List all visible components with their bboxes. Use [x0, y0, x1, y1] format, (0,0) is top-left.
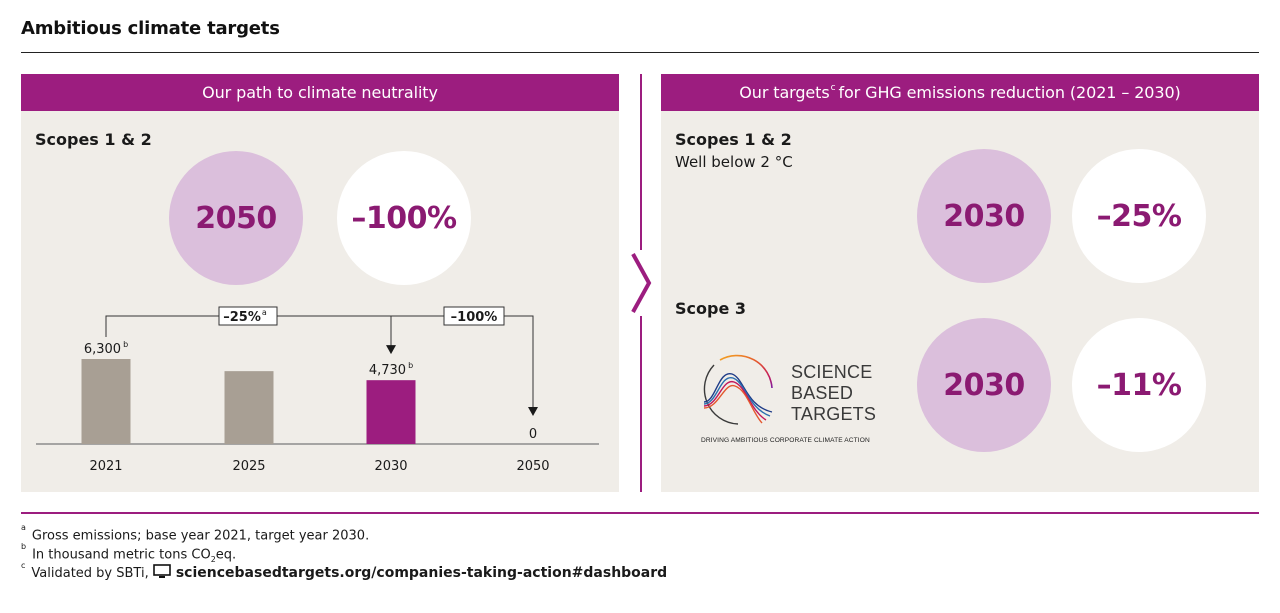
x-tick-2050: 2050	[516, 459, 549, 474]
footnote-a-marker: a	[21, 523, 26, 532]
annotation-label-1: –100%	[451, 310, 498, 325]
bar-2025	[224, 371, 274, 444]
footnote-a: a Gross emissions; base year 2021, target…	[21, 523, 370, 544]
scope3-label: Scope 3	[675, 299, 747, 318]
page-title: Ambitious climate targets	[21, 18, 280, 39]
monitor-icon	[153, 564, 171, 578]
annotation-arrowhead-2050	[528, 407, 538, 416]
sbti-dashboard-link[interactable]: sciencebasedtargets.org/companies-taking…	[175, 565, 668, 581]
right-panel-header: Our targets c for GHG emissions reduction …	[661, 74, 1259, 111]
scope3-value-text: –11%	[1096, 367, 1182, 403]
scopes12-value-text: –25%	[1096, 198, 1182, 234]
annotation-label-0: –25%a	[223, 308, 267, 325]
left-year-circle: 2050	[169, 151, 303, 285]
scopes12-year-text: 2030	[943, 198, 1025, 234]
left-value-circle-text: –100%	[351, 200, 457, 236]
value-label-2021: 6,300 b	[84, 340, 128, 357]
sbti-logo-tagline: DRIVING AMBITIOUS CORPORATE CLIMATE ACTI…	[701, 437, 870, 444]
scopes12-value-circle: –25%	[1072, 149, 1206, 283]
scope3-year-text: 2030	[943, 367, 1025, 403]
title-rule	[21, 52, 1259, 53]
sbti-logo: SCIENCE BASED TARGETS DRIVING AMBITIOUS …	[698, 350, 888, 450]
left-panel-header: Our path to climate neutrality	[21, 74, 619, 111]
right-panel-header-sup: c	[830, 82, 836, 93]
left-scope-label: Scopes 1 & 2	[35, 130, 152, 149]
bar-2021	[81, 359, 131, 444]
footnote-b-marker: b	[21, 542, 27, 551]
scopes12-sublabel: Well below 2 °C	[675, 153, 793, 171]
left-year-circle-text: 2050	[195, 200, 277, 236]
x-tick-2030: 2030	[374, 459, 407, 474]
emissions-bar-chart: 2021 6,300 b 2025 2030 4,730 b 2050 0 –25%a –100%	[36, 306, 599, 474]
footnote-c-text: Validated by SBTi,	[31, 566, 153, 581]
scope3-value-circle: –11%	[1072, 318, 1206, 452]
bar-2030	[366, 380, 416, 444]
sbti-logo-mark-icon	[703, 354, 773, 425]
annotation-arrowhead-2030	[386, 345, 396, 355]
footnote-b: b In thousand metric tons CO2eq.	[21, 542, 237, 564]
footnote-b-text-end: eq.	[215, 547, 237, 563]
sbti-logo-text-3: TARGETS	[791, 404, 877, 424]
right-panel-header-post: for GHG emissions reduction (2021 – 2030…	[838, 83, 1181, 102]
footnote-b-text: In thousand metric tons CO	[32, 547, 211, 563]
x-tick-2025: 2025	[232, 459, 265, 474]
annotation-bracket	[105, 315, 534, 410]
footnote-c-marker: c	[21, 560, 26, 570]
value-label-2050: 0	[529, 427, 537, 442]
footnote-b-subscript: 2	[210, 554, 216, 564]
footnote-c: c Validated by SBTi, sciencebasedtargets.…	[21, 560, 668, 581]
sbti-logo-text-2: BASED	[791, 383, 854, 403]
right-panel-header-pre: Our targets	[739, 83, 830, 102]
scopes12-label: Scopes 1 & 2	[675, 130, 792, 149]
chevron-right-icon	[626, 250, 656, 316]
left-panel-header-text: Our path to climate neutrality	[202, 83, 438, 102]
annotation-box-0	[218, 306, 278, 326]
left-value-circle: –100%	[337, 151, 471, 285]
scope3-year-circle: 2030	[917, 318, 1051, 452]
sbti-logo-text-1: SCIENCE	[791, 362, 873, 382]
value-label-2030: 4,730 b	[369, 361, 413, 378]
footnote-rule	[21, 512, 1259, 514]
footnote-a-text: Gross emissions; base year 2021, target …	[31, 528, 370, 544]
scopes12-year-circle: 2030	[917, 149, 1051, 283]
annotation-box-1	[443, 306, 505, 326]
x-tick-2021: 2021	[89, 459, 122, 474]
